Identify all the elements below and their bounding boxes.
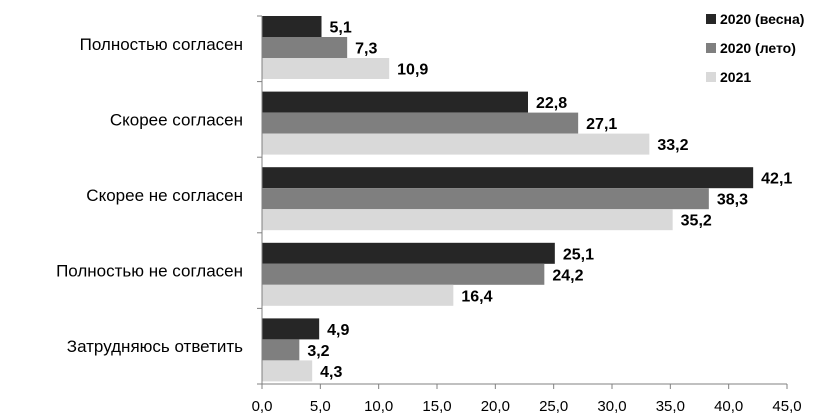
- data-label: 10,9: [397, 62, 428, 79]
- bar: [262, 16, 322, 37]
- bar: [262, 58, 390, 79]
- legend-swatch: [706, 14, 716, 24]
- bar: [262, 263, 545, 285]
- data-label: 4,3: [320, 364, 342, 381]
- bar: [262, 167, 754, 189]
- category-label: Скорее согласен: [110, 110, 243, 129]
- bar: [262, 37, 348, 58]
- x-tick-label: 35,0: [656, 398, 685, 415]
- x-tick-label: 25,0: [539, 398, 568, 415]
- data-label: 5,1: [330, 20, 352, 37]
- bars: [262, 16, 754, 382]
- data-label: 7,3: [355, 41, 377, 58]
- legend: 2020 (весна) 2020 (лето) 2021: [706, 11, 804, 85]
- bar: [262, 318, 320, 340]
- axes: [257, 15, 788, 389]
- x-tick-label: 15,0: [422, 398, 451, 415]
- category-label: Полностью согласен: [80, 35, 243, 54]
- data-label: 3,2: [307, 343, 329, 360]
- x-tick-label: 20,0: [481, 398, 510, 415]
- bar: [262, 360, 313, 382]
- data-label: 16,4: [461, 288, 492, 305]
- data-label: 25,1: [563, 246, 594, 263]
- x-tick-label: 0,0: [252, 398, 273, 415]
- data-label: 42,1: [761, 171, 792, 188]
- x-tick-label: 10,0: [364, 398, 393, 415]
- bar: [262, 112, 579, 134]
- legend-swatch: [706, 43, 716, 53]
- bar: [262, 339, 300, 361]
- category-label: Затрудняюсь ответить: [67, 337, 243, 356]
- tick-labels: 0,0 5,0 10,0 15,0 20,0 25,0 30,0 35,0 40,0 45,0: [252, 398, 802, 415]
- bar: [262, 91, 528, 113]
- x-tick-label: 40,0: [714, 398, 743, 415]
- x-tick-label: 5,0: [310, 398, 331, 415]
- data-label: 4,9: [327, 322, 349, 339]
- legend-swatch: [706, 72, 716, 82]
- legend-label: 2020 (весна): [720, 11, 804, 27]
- category-label: Полностью не согласен: [56, 262, 243, 281]
- legend-label: 2020 (лето): [720, 40, 796, 56]
- bar: [262, 188, 709, 210]
- legend-label: 2021: [720, 69, 751, 85]
- data-label: 22,8: [536, 95, 567, 112]
- bar: [262, 133, 650, 155]
- data-label: 38,3: [717, 192, 748, 209]
- bar: [262, 242, 555, 264]
- data-label: 35,2: [681, 213, 712, 230]
- bar: [262, 284, 454, 306]
- data-label: 27,1: [586, 116, 617, 133]
- bar: [262, 209, 673, 231]
- data-label: 33,2: [657, 137, 688, 154]
- category-labels: Полностью согласен Скорее согласен Скорее …: [56, 35, 243, 356]
- data-label: 24,2: [552, 267, 583, 284]
- value-labels: 5,17,3 10,9 22,8 27,1 33,2 42,1 38,3 35,2 25,1 24…: [307, 20, 792, 381]
- x-tick-label: 30,0: [597, 398, 626, 415]
- x-tick-label: 45,0: [772, 398, 801, 415]
- category-label: Скорее не согласен: [86, 186, 243, 205]
